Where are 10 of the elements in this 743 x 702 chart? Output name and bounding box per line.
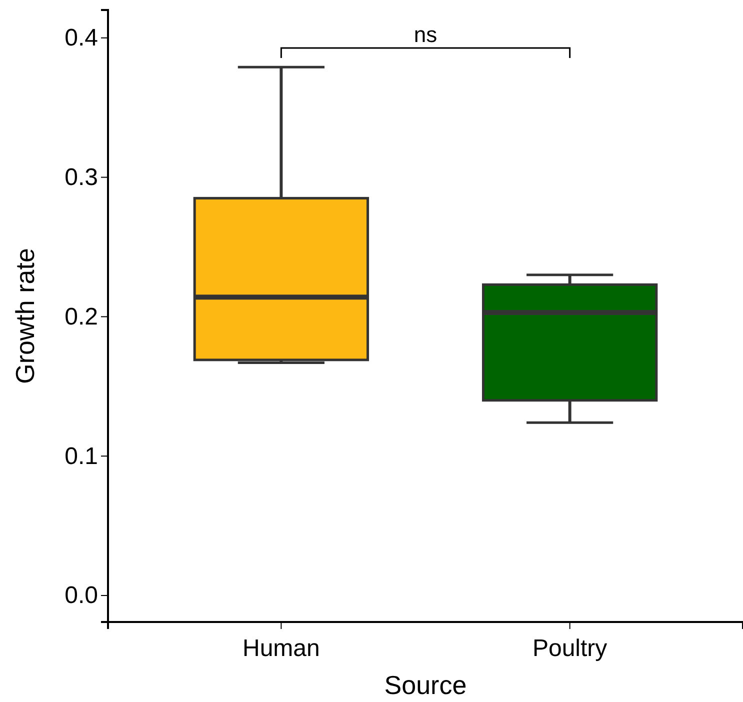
y-tick-label: 0.4 [64, 24, 98, 52]
y-tick-label: 0.0 [64, 582, 98, 610]
y-tick-label: 0.1 [64, 442, 98, 470]
y-axis-title: Growth rate [10, 248, 40, 384]
annotation: ns [414, 22, 438, 47]
x-tick-label: Human [242, 635, 320, 662]
x-axis-title: Source [384, 670, 467, 700]
y-tick-label: 0.3 [64, 164, 98, 191]
y-tick-label: 0.2 [64, 303, 98, 330]
x-tick-label: Poultry [532, 635, 608, 662]
